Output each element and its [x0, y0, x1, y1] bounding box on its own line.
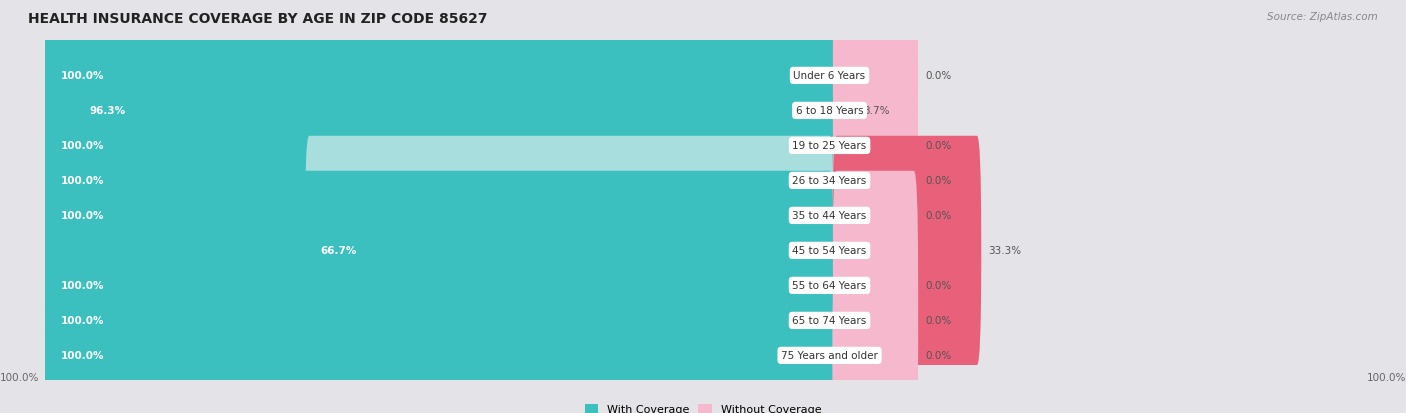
FancyBboxPatch shape — [832, 0, 856, 225]
FancyBboxPatch shape — [832, 102, 918, 330]
FancyBboxPatch shape — [832, 206, 918, 413]
FancyBboxPatch shape — [0, 28, 1406, 335]
FancyBboxPatch shape — [45, 32, 834, 260]
FancyBboxPatch shape — [45, 241, 834, 413]
FancyBboxPatch shape — [0, 167, 1406, 413]
Text: 100.0%: 100.0% — [60, 176, 104, 186]
FancyBboxPatch shape — [45, 0, 834, 190]
Legend: With Coverage, Without Coverage: With Coverage, Without Coverage — [581, 399, 825, 413]
Text: 0.0%: 0.0% — [925, 141, 952, 151]
FancyBboxPatch shape — [45, 206, 834, 413]
Text: 35 to 44 Years: 35 to 44 Years — [793, 211, 866, 221]
Text: 100.0%: 100.0% — [60, 211, 104, 221]
FancyBboxPatch shape — [0, 62, 1406, 369]
Text: 100.0%: 100.0% — [60, 71, 104, 81]
Text: 33.3%: 33.3% — [988, 246, 1021, 256]
Text: 0.0%: 0.0% — [925, 71, 952, 81]
Text: 0.0%: 0.0% — [925, 281, 952, 291]
Text: 26 to 34 Years: 26 to 34 Years — [793, 176, 866, 186]
FancyBboxPatch shape — [0, 97, 1406, 404]
FancyBboxPatch shape — [0, 132, 1406, 413]
Text: Under 6 Years: Under 6 Years — [793, 71, 866, 81]
Text: 65 to 74 Years: 65 to 74 Years — [793, 316, 866, 325]
FancyBboxPatch shape — [832, 136, 981, 365]
Text: 100.0%: 100.0% — [0, 372, 39, 382]
Text: 3.7%: 3.7% — [863, 106, 890, 116]
FancyBboxPatch shape — [45, 102, 834, 330]
Text: 100.0%: 100.0% — [60, 351, 104, 361]
Text: Source: ZipAtlas.com: Source: ZipAtlas.com — [1267, 12, 1378, 22]
Text: 55 to 64 Years: 55 to 64 Years — [793, 281, 866, 291]
Text: 0.0%: 0.0% — [925, 351, 952, 361]
Text: 96.3%: 96.3% — [90, 106, 125, 116]
Text: 100.0%: 100.0% — [60, 141, 104, 151]
Text: HEALTH INSURANCE COVERAGE BY AGE IN ZIP CODE 85627: HEALTH INSURANCE COVERAGE BY AGE IN ZIP … — [28, 12, 488, 26]
FancyBboxPatch shape — [0, 0, 1406, 299]
FancyBboxPatch shape — [0, 0, 1406, 265]
Text: 100.0%: 100.0% — [60, 316, 104, 325]
FancyBboxPatch shape — [75, 0, 834, 225]
FancyBboxPatch shape — [832, 171, 918, 400]
Text: 75 Years and older: 75 Years and older — [782, 351, 877, 361]
FancyBboxPatch shape — [305, 136, 834, 365]
FancyBboxPatch shape — [0, 202, 1406, 413]
Text: 0.0%: 0.0% — [925, 176, 952, 186]
FancyBboxPatch shape — [832, 66, 918, 295]
FancyBboxPatch shape — [832, 241, 918, 413]
FancyBboxPatch shape — [0, 0, 1406, 230]
FancyBboxPatch shape — [832, 0, 918, 190]
Text: 100.0%: 100.0% — [1367, 372, 1406, 382]
FancyBboxPatch shape — [832, 32, 918, 260]
Text: 66.7%: 66.7% — [321, 246, 357, 256]
Text: 6 to 18 Years: 6 to 18 Years — [796, 106, 863, 116]
FancyBboxPatch shape — [45, 66, 834, 295]
Text: 19 to 25 Years: 19 to 25 Years — [793, 141, 866, 151]
Text: 0.0%: 0.0% — [925, 211, 952, 221]
Text: 45 to 54 Years: 45 to 54 Years — [793, 246, 866, 256]
FancyBboxPatch shape — [45, 171, 834, 400]
Text: 0.0%: 0.0% — [925, 316, 952, 325]
Text: 100.0%: 100.0% — [60, 281, 104, 291]
